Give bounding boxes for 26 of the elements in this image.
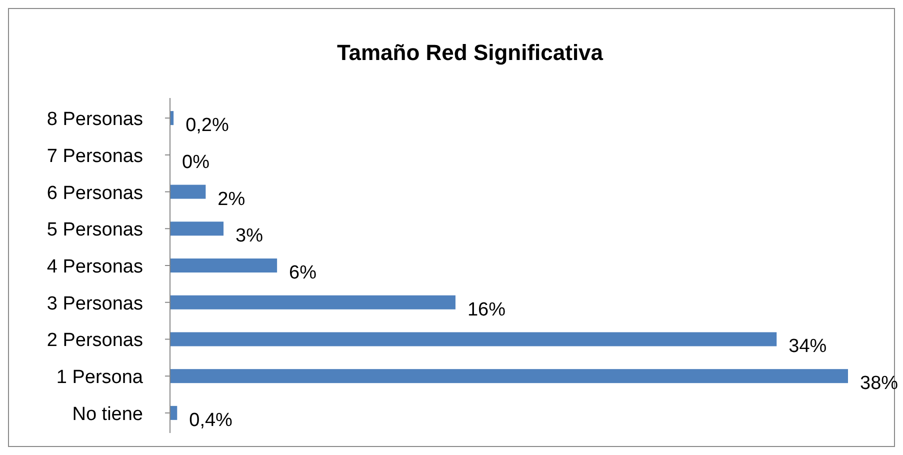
data-label: 34% [788,336,827,358]
data-label: 0,2% [186,115,229,136]
y-tick-label: 2 Personas [46,330,143,352]
bar [170,369,848,384]
chart-title: Tamaño Red Significativa [336,40,604,65]
data-label: 38% [860,373,898,394]
bar [170,222,224,236]
y-tick-label: 5 Personas [46,220,143,241]
data-label: 0,4% [189,410,233,431]
data-label: 3% [236,226,264,247]
bar [170,295,456,310]
bar [170,406,178,420]
y-tick-label: 6 Personas [46,182,143,204]
bar [170,184,206,199]
y-tick-label: No tiene [72,404,143,425]
y-tick-label: 8 Personas [46,109,143,130]
data-label: 2% [218,188,246,210]
bar [170,258,278,273]
data-label: 0% [182,152,210,173]
y-tick-label: 7 Personas [46,146,143,167]
y-tick-label: 1 Persona [56,367,144,388]
bar [170,332,777,346]
data-label: 16% [467,299,506,320]
data-label: 6% [289,262,317,284]
y-tick-label: 4 Personas [46,256,143,278]
y-tick-label: 3 Personas [46,293,143,314]
